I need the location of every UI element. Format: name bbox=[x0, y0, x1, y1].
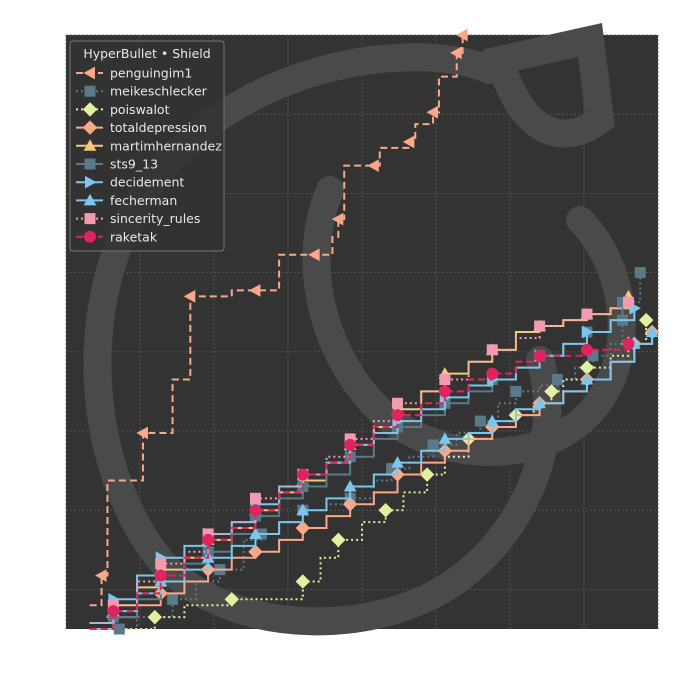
data-point-sincerity_rules bbox=[622, 296, 634, 308]
data-point-penguingim1 bbox=[450, 46, 462, 60]
data-point-fecherman bbox=[296, 503, 310, 516]
legend-item-totaldepression: totaldepression bbox=[76, 120, 207, 135]
series-line-poiswalot bbox=[125, 320, 648, 630]
data-point-raketak bbox=[391, 409, 404, 422]
data-point-raketak bbox=[249, 504, 262, 517]
data-point-raketak bbox=[344, 438, 357, 451]
data-point-raketak bbox=[202, 533, 215, 546]
data-point-fecherman bbox=[391, 456, 404, 468]
data-point-meikeschlecker bbox=[634, 267, 646, 279]
data-point-poiswalot bbox=[224, 592, 239, 607]
data-point-raketak bbox=[296, 468, 309, 481]
legend-label: totaldepression bbox=[110, 120, 207, 135]
data-point-meikeschlecker bbox=[474, 415, 486, 427]
data-point-sincerity_rules bbox=[534, 320, 546, 332]
data-point-raketak bbox=[533, 349, 546, 362]
data-point-penguingim1 bbox=[367, 159, 379, 173]
data-point-sincerity_rules bbox=[581, 308, 593, 320]
data-point-penguingim1 bbox=[183, 290, 196, 303]
data-point-poiswalot bbox=[331, 532, 346, 548]
data-point-meikeschlecker bbox=[113, 623, 125, 635]
legend-swatch-marker bbox=[85, 175, 97, 189]
data-point-penguingim1 bbox=[426, 105, 439, 119]
legend-swatch-marker bbox=[82, 120, 98, 135]
data-point-sincerity_rules bbox=[249, 492, 261, 504]
data-point-poiswalot bbox=[147, 609, 163, 625]
watermark-logo bbox=[83, 22, 636, 636]
data-point-fecherman bbox=[645, 325, 659, 337]
legend-item-penguingim1: penguingim1 bbox=[76, 66, 192, 81]
legend-item-poiswalot: poiswalot bbox=[76, 102, 170, 117]
data-point-totaldepression bbox=[342, 497, 358, 512]
legend-swatch-marker bbox=[82, 102, 98, 117]
legend-item-raketak: raketak bbox=[76, 229, 158, 244]
legend-swatch-marker bbox=[83, 66, 95, 80]
data-point-penguingim1 bbox=[94, 569, 107, 582]
data-point-raketak bbox=[580, 343, 593, 356]
data-point-totaldepression bbox=[248, 544, 263, 559]
data-point-sincerity_rules bbox=[439, 374, 451, 386]
data-point-penguingim1 bbox=[456, 28, 468, 42]
legend: HyperBullet • Shield penguingim1 meikeschl… bbox=[69, 40, 225, 252]
series-raketak bbox=[89, 337, 635, 630]
legend-label: sts9_13 bbox=[110, 157, 158, 172]
legend-swatch-marker bbox=[84, 230, 96, 243]
data-point-penguingim1 bbox=[308, 248, 320, 262]
series-penguingim1 bbox=[89, 28, 468, 607]
data-point-raketak bbox=[438, 385, 451, 398]
data-point-sincerity_rules bbox=[392, 397, 404, 409]
data-point-poiswalot bbox=[638, 312, 654, 328]
legend-item-fecherman: fecherman bbox=[76, 193, 177, 208]
data-point-fecherman bbox=[485, 414, 499, 427]
series-layer bbox=[89, 28, 660, 635]
legend-label: martimhernandez bbox=[110, 138, 222, 153]
legend-swatch-marker bbox=[83, 139, 97, 151]
legend-label: poiswalot bbox=[110, 102, 170, 117]
legend-swatch-marker bbox=[83, 193, 97, 206]
data-point-poiswalot bbox=[544, 384, 559, 399]
data-point-penguingim1 bbox=[136, 426, 148, 440]
legend-label: meikeschlecker bbox=[110, 84, 208, 99]
data-point-fecherman bbox=[438, 432, 452, 444]
data-point-poiswalot bbox=[295, 574, 311, 589]
legend-label: fecherman bbox=[110, 193, 177, 208]
data-point-fecherman bbox=[533, 396, 546, 409]
data-point-meikeschlecker bbox=[510, 385, 522, 397]
legend-item-sts9_13: sts9_13 bbox=[76, 157, 158, 172]
data-point-raketak bbox=[107, 605, 120, 618]
data-point-meikeschlecker bbox=[167, 593, 179, 605]
legend-swatch-marker bbox=[84, 85, 96, 97]
legend-label: decidement bbox=[110, 175, 184, 190]
data-point-sincerity_rules bbox=[155, 558, 167, 570]
data-point-raketak bbox=[154, 569, 167, 582]
legend-item-sincerity_rules: sincerity_rules bbox=[76, 211, 200, 226]
legend-item-martimhernandez: martimhernandez bbox=[76, 138, 222, 153]
legend-item-decidement: decidement bbox=[76, 175, 184, 190]
data-point-meikeschlecker bbox=[551, 374, 563, 386]
legend-swatch-marker bbox=[84, 158, 96, 170]
data-point-totaldepression bbox=[295, 520, 311, 536]
data-point-fecherman bbox=[249, 527, 262, 539]
data-point-penguingim1 bbox=[331, 212, 344, 226]
legend-swatch-marker bbox=[84, 213, 96, 225]
data-point-decidement bbox=[581, 325, 594, 339]
data-point-meikeschlecker bbox=[427, 439, 439, 451]
data-point-poiswalot bbox=[378, 502, 393, 518]
legend-title: HyperBullet • Shield bbox=[83, 46, 210, 61]
legend-label: raketak bbox=[110, 229, 158, 244]
legend-box bbox=[69, 40, 225, 252]
data-point-fecherman bbox=[580, 372, 594, 385]
data-point-penguingim1 bbox=[402, 135, 415, 149]
data-point-raketak bbox=[486, 367, 499, 380]
data-point-fecherman bbox=[343, 479, 357, 492]
data-point-raketak bbox=[622, 337, 635, 350]
legend-label: penguingim1 bbox=[110, 66, 192, 81]
data-point-sincerity_rules bbox=[486, 344, 498, 356]
legend-item-meikeschlecker: meikeschlecker bbox=[76, 84, 208, 99]
data-point-penguingim1 bbox=[248, 284, 261, 297]
data-point-poiswalot bbox=[419, 467, 435, 482]
legend-label: sincerity_rules bbox=[110, 211, 200, 226]
